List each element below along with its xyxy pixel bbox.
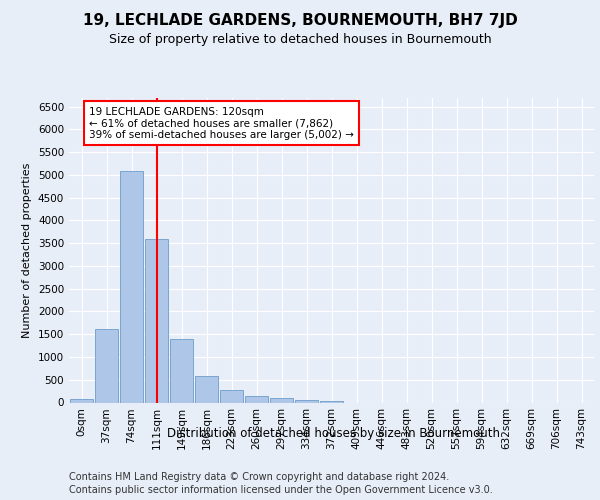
Bar — [70, 399, 93, 402]
Bar — [295, 400, 318, 402]
Bar — [220, 390, 243, 402]
Bar — [95, 328, 118, 402]
Text: Contains HM Land Registry data © Crown copyright and database right 2024.: Contains HM Land Registry data © Crown c… — [69, 472, 449, 482]
Bar — [245, 396, 268, 402]
Text: Distribution of detached houses by size in Bournemouth: Distribution of detached houses by size … — [167, 428, 500, 440]
Text: 19, LECHLADE GARDENS, BOURNEMOUTH, BH7 7JD: 19, LECHLADE GARDENS, BOURNEMOUTH, BH7 7… — [83, 12, 517, 28]
Y-axis label: Number of detached properties: Number of detached properties — [22, 162, 32, 338]
Text: Contains public sector information licensed under the Open Government Licence v3: Contains public sector information licen… — [69, 485, 493, 495]
Bar — [195, 376, 218, 402]
Bar — [320, 400, 343, 402]
Text: Size of property relative to detached houses in Bournemouth: Size of property relative to detached ho… — [109, 32, 491, 46]
Bar — [145, 238, 168, 402]
Bar — [120, 171, 143, 402]
Bar — [270, 398, 293, 402]
Text: 19 LECHLADE GARDENS: 120sqm
← 61% of detached houses are smaller (7,862)
39% of : 19 LECHLADE GARDENS: 120sqm ← 61% of det… — [89, 106, 354, 140]
Bar — [170, 339, 193, 402]
